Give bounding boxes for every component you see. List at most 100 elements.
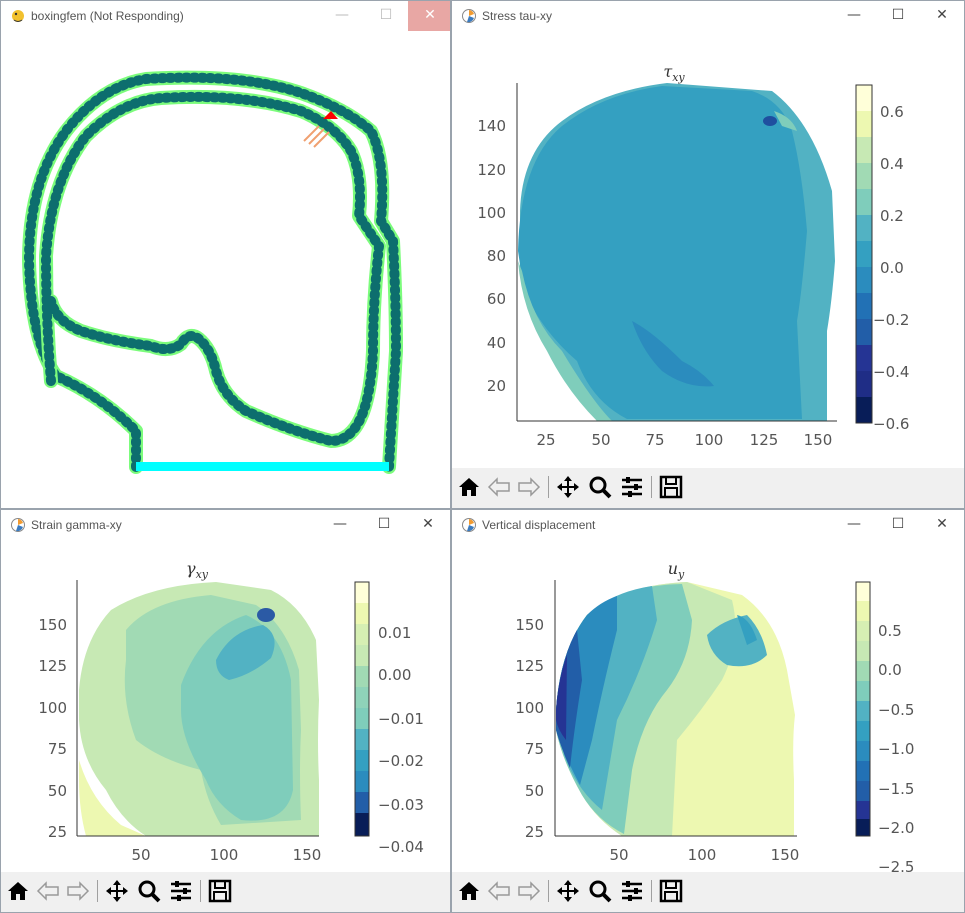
back-icon[interactable] (485, 473, 513, 501)
colorbar: 0.01 0.00 −0.01 −0.02 −0.03 −0.04 (354, 581, 424, 856)
back-icon[interactable] (485, 877, 513, 905)
forward-icon[interactable] (515, 473, 543, 501)
title-bar[interactable]: Strain gamma-xy — ☐ ✕ (1, 510, 450, 540)
zoom-icon[interactable] (586, 473, 614, 501)
pan-icon[interactable] (554, 877, 582, 905)
y-tick-label: 150 (38, 616, 67, 634)
colorbar-tick: −0.5 (878, 701, 914, 719)
x-axis: 25 50 75 100 125 150 (516, 83, 837, 449)
y-tick-label: 50 (48, 782, 67, 800)
colorbar-tick: −0.6 (873, 415, 909, 433)
strain-chart[interactable]: γxy 50 100 150 25 50 75 100 125 150 (1, 540, 451, 874)
forward-icon[interactable] (64, 877, 92, 905)
colorbar-tick: 0.00 (378, 666, 411, 684)
x-axis: 50 100 150 (131, 846, 321, 864)
displacement-window: Vertical displacement — ☐ ✕ uy 50 100 15… (451, 509, 965, 913)
y-tick-label: 25 (48, 823, 67, 841)
y-tick-label: 125 (38, 657, 67, 675)
colorbar-tick: −0.4 (873, 363, 909, 381)
minimize-button[interactable]: — (335, 7, 349, 23)
colorbar-tick: 0.6 (880, 103, 904, 121)
python-snake-icon (12, 10, 24, 22)
chart-title: uy (668, 559, 685, 581)
pan-icon[interactable] (103, 877, 131, 905)
zoom-icon[interactable] (586, 877, 614, 905)
colorbar-tick: 0.01 (378, 624, 411, 642)
colorbar-tick: −0.2 (873, 311, 909, 329)
boxingfem-window: boxingfem (Not Responding) — ☐ ✕ (0, 0, 451, 509)
colorbar-tick: −0.01 (378, 710, 424, 728)
close-button[interactable]: ✕ (408, 1, 450, 31)
y-tick-label: 60 (487, 290, 506, 308)
x-tick-label: 100 (210, 846, 239, 864)
y-tick-label: 75 (48, 740, 67, 758)
home-icon[interactable] (455, 877, 483, 905)
minimize-button[interactable]: — (847, 7, 861, 23)
save-icon[interactable] (206, 877, 234, 905)
title-bar[interactable]: Vertical displacement — ☐ ✕ (452, 510, 964, 540)
window-title: Stress tau-xy (482, 9, 553, 23)
close-button[interactable]: ✕ (936, 516, 948, 532)
y-axis: 25 50 75 100 125 150 (38, 616, 67, 841)
stress-window: Stress tau-xy — ☐ ✕ τxy 25 50 75 100 125… (451, 0, 965, 509)
y-tick-label: 25 (525, 823, 544, 841)
y-tick-label: 150 (515, 616, 544, 634)
colorbar-tick: −0.03 (378, 796, 424, 814)
x-axis: 50 100 150 (609, 846, 799, 864)
fem-canvas[interactable] (1, 31, 451, 509)
stress-chart[interactable]: τxy 25 50 75 100 125 150 20 40 60 80 100… (452, 31, 965, 470)
zoom-icon[interactable] (135, 877, 163, 905)
colorbar: 0.6 0.4 0.2 0.0 −0.2 −0.4 −0.6 (855, 84, 909, 433)
home-icon[interactable] (455, 473, 483, 501)
save-icon[interactable] (657, 877, 685, 905)
colorbar-tick: −1.0 (878, 740, 914, 758)
maximize-button[interactable]: ☐ (377, 516, 391, 532)
impact-force-marker (303, 111, 338, 148)
maximize-button[interactable]: ☐ (891, 7, 905, 23)
colorbar: 0.5 0.0 −0.5 −1.0 −1.5 −2.0 −2.5 (855, 581, 914, 874)
colorbar-tick: −2.0 (878, 819, 914, 837)
minimize-button[interactable]: — (333, 516, 347, 532)
chart-title: τxy (663, 62, 685, 84)
y-tick-label: 125 (515, 657, 544, 675)
configure-icon[interactable] (167, 877, 195, 905)
x-tick-label: 50 (591, 431, 610, 449)
maximize-button[interactable]: ☐ (379, 7, 393, 23)
navigation-toolbar (452, 468, 964, 508)
displacement-chart[interactable]: uy 50 100 150 25 50 75 100 125 150 (452, 540, 965, 874)
maximize-button[interactable]: ☐ (891, 516, 905, 532)
y-tick-label: 120 (477, 161, 506, 179)
home-icon[interactable] (4, 877, 32, 905)
contour-field (79, 582, 319, 836)
y-tick-label: 100 (477, 204, 506, 222)
save-icon[interactable] (657, 473, 685, 501)
colorbar-tick: 0.4 (880, 155, 904, 173)
colorbar-tick: −0.02 (378, 752, 424, 770)
title-bar[interactable]: boxingfem (Not Responding) — ☐ ✕ (1, 1, 450, 31)
y-axis: 20 40 60 80 100 120 140 (477, 117, 506, 395)
colorbar-tick: −1.5 (878, 780, 914, 798)
window-title: Strain gamma-xy (31, 518, 122, 532)
impact-hotspot (257, 608, 275, 622)
forward-icon[interactable] (515, 877, 543, 905)
y-tick-label: 100 (515, 699, 544, 717)
colorbar-tick: −2.5 (878, 858, 914, 874)
close-button[interactable]: ✕ (936, 7, 948, 23)
navigation-toolbar (452, 872, 964, 912)
colorbar-tick: 0.0 (880, 259, 904, 277)
window-title: Vertical displacement (482, 518, 596, 532)
back-icon[interactable] (34, 877, 62, 905)
configure-icon[interactable] (618, 473, 646, 501)
toolbar-separator (548, 476, 549, 498)
title-bar[interactable]: Stress tau-xy — ☐ ✕ (452, 1, 964, 31)
minimize-button[interactable]: — (847, 516, 861, 532)
head-outline-mesh (22, 70, 403, 474)
x-tick-label: 25 (536, 431, 555, 449)
pan-icon[interactable] (554, 473, 582, 501)
navigation-toolbar (1, 872, 450, 912)
configure-icon[interactable] (618, 877, 646, 905)
x-tick-label: 75 (645, 431, 664, 449)
close-button[interactable]: ✕ (422, 516, 434, 532)
impact-hotspot (763, 116, 777, 126)
chart-title: γxy (186, 559, 209, 581)
